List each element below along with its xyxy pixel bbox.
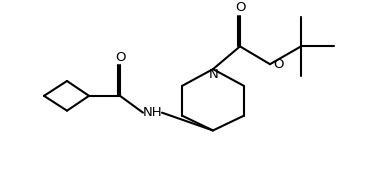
Text: O: O: [273, 58, 283, 71]
Text: O: O: [235, 1, 245, 14]
Text: N: N: [209, 68, 219, 81]
Text: O: O: [115, 51, 125, 64]
Text: NH: NH: [143, 106, 163, 119]
